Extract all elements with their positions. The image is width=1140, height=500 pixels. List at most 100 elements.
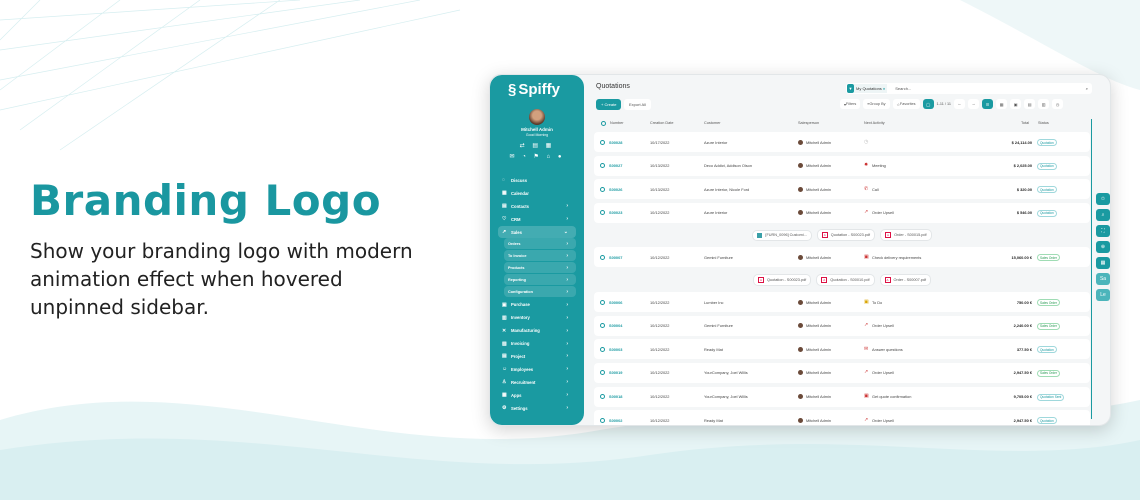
order-number[interactable]: S00019 [609,370,623,376]
table-row[interactable]: S00027 10/13/2022 Deco Addict, Addison Ols… [594,155,1090,176]
table-row[interactable]: S00018 10/12/2022 YourCompany, Joel Willis… [594,386,1090,407]
activity-view-icon[interactable]: ◷ [1051,99,1063,109]
filters-button[interactable]: ▾ Filters [840,99,861,109]
table-row[interactable]: S00023 10/12/2022 Azure Interior Mitchell A… [594,202,1090,223]
attachment-chip[interactable]: A Quotation - S00010.pdf [816,273,875,286]
sidebar-item-contacts[interactable]: ▤ Contacts › [498,200,576,213]
attachment-chip[interactable]: [FURN_0096] Customi... [752,229,812,241]
sidebar-item-employees[interactable]: ☺ Employees › [498,363,576,376]
row-checkbox[interactable] [600,163,605,169]
sidebar-item-products[interactable]: Products › [504,262,576,273]
select-all-checkbox[interactable] [601,121,606,126]
next-activity[interactable]: Order Upsell [872,417,894,423]
table-row[interactable]: S00007 10/12/2022 Gemini Furniture Mitchell… [594,247,1090,268]
list-view-icon[interactable]: ☰ [981,99,993,109]
star-icon[interactable]: ✩ [1096,193,1110,205]
kanban-view-icon[interactable]: ▦ [995,99,1007,109]
group-by-button[interactable]: ≡ Group By [863,99,890,109]
next-activity[interactable]: Answer questions [872,346,903,352]
pivot-view-icon[interactable]: ▤ [1023,99,1035,109]
scrollbar[interactable] [1090,119,1092,419]
row-checkbox[interactable] [600,254,605,260]
order-number[interactable]: S00007 [609,254,623,260]
mail-icon[interactable]: ✉ [864,345,869,352]
sidebar-item-manufacturing[interactable]: ✕ Manufacturing › [498,324,576,337]
upsell-icon[interactable]: ↗ [864,322,869,329]
floating-button-sa[interactable]: Sa [1096,273,1110,285]
export-all-button[interactable]: Export All [624,99,651,110]
column-header-status[interactable]: Status [1038,121,1049,125]
sidebar-item-invoicing[interactable]: ▧ Invoicing › [498,337,576,350]
sidebar-item-orders[interactable]: Orders › [504,238,576,249]
search-icon[interactable]: ⌕ [1096,209,1110,221]
order-number[interactable]: S00002 [609,417,623,423]
sidebar-item-inventory[interactable]: ▥ Inventory › [498,311,576,324]
sidebar-item-configuration[interactable]: Configuration › [504,286,576,297]
table-row[interactable]: S00026 10/13/2022 Azure Interior, Nicole F… [594,179,1090,200]
order-number[interactable]: S00004 [609,323,623,329]
calendar-icon[interactable]: ▣ [864,253,869,260]
column-header-creation-date[interactable]: Creation Date [650,121,674,125]
order-number[interactable]: S00023 [609,210,623,216]
row-checkbox[interactable] [600,417,605,423]
attachment-chip[interactable]: A Order - S00015.pdf [880,229,932,242]
table-row[interactable]: S00019 10/12/2022 YourCompany, Joel Willis… [594,362,1090,383]
systray-icons[interactable]: ✉ ◔ ⚑ ⌂ ● [509,154,565,160]
upsell-icon[interactable]: ↗ [864,209,869,216]
meeting-icon[interactable]: ✸ [864,162,869,169]
calendar-view-icon[interactable]: ▣ [1009,99,1021,109]
next-activity[interactable]: Get quote confirmation [872,394,912,400]
sidebar-item-calendar[interactable]: ▦ Calendar [498,187,576,200]
sidebar-item-discuss[interactable]: ◌ Discuss [498,174,576,187]
prev-page-icon[interactable]: ← [953,99,965,109]
order-number[interactable]: S00028 [609,139,623,145]
phone-icon[interactable]: ✆ [864,185,869,192]
create-button[interactable]: + Create [596,99,622,110]
sidebar-item-sales[interactable]: ↗ Sales ⌄ [498,225,576,239]
order-number[interactable]: S00018 [609,394,623,400]
column-header-salesperson[interactable]: Salesperson [798,121,820,125]
next-activity[interactable]: Check delivery requirements [872,254,922,260]
next-activity[interactable]: To Do [872,299,883,305]
row-checkbox[interactable] [600,346,605,352]
next-activity[interactable]: Order Upsell [872,323,894,329]
next-activity[interactable]: Order Upsell [872,210,894,216]
graph-view-icon[interactable]: ▥ [1037,99,1049,109]
column-header-total[interactable]: Total [1021,121,1030,125]
search-bar[interactable]: ▼ My Quotations × Search... ⌕ [846,83,1092,94]
attachment-chip[interactable]: A Quotation - S00023.pdf [816,229,876,242]
upsell-icon[interactable]: ↗ [864,369,869,376]
refresh-icon[interactable]: ◯ [922,99,934,109]
fullscreen-icon[interactable]: ⛶ [1096,225,1110,237]
column-header-number[interactable]: Number [610,121,624,125]
remove-facet-icon[interactable]: × [882,86,886,91]
search-facet[interactable]: My Quotations × [854,84,888,93]
avatar[interactable] [529,109,545,125]
sidebar-item-settings[interactable]: ⚙ Settings › [498,402,576,415]
sidebar-item-project[interactable]: ▤ Project › [498,350,576,363]
floating-button-le[interactable]: Le [1096,289,1110,301]
zoom-icon[interactable]: ⊕ [1096,241,1110,253]
brand-logo[interactable]: § Spiffy [508,81,561,98]
next-activity[interactable]: Call [872,186,879,192]
column-header-next-activity[interactable]: Next Activity [864,121,885,125]
calendar-icon[interactable]: ▣ [864,393,869,400]
sidebar-item-recruitment[interactable]: ♙ Recruitment › [498,376,576,389]
favorites-button[interactable]: ☆ Favorites [892,99,920,109]
search-icon[interactable]: ⌕ [1085,86,1088,91]
sidebar-item-apps[interactable]: ▦ Apps › [498,389,576,402]
sidebar-item-reporting[interactable]: Reporting › [504,274,576,285]
order-number[interactable]: S00026 [609,186,623,192]
row-checkbox[interactable] [600,186,605,192]
column-header-customer[interactable]: Customer [704,121,721,125]
sidebar-item-purchase[interactable]: ▣ Purchase › [498,298,576,311]
row-checkbox[interactable] [600,370,605,376]
next-activity[interactable]: Order Upsell [872,370,894,376]
upsell-icon[interactable]: ↗ [864,416,869,423]
order-number[interactable]: S00003 [609,346,623,352]
table-row[interactable]: S00006 10/12/2022 Lumber Inc Mitchell Admin… [594,292,1090,313]
row-checkbox[interactable] [600,394,605,400]
next-page-icon[interactable]: → [967,99,979,109]
row-checkbox[interactable] [600,139,605,145]
table-row[interactable]: S00002 10/12/2022 Ready Mat Mitchell Admin ↗… [594,410,1090,425]
